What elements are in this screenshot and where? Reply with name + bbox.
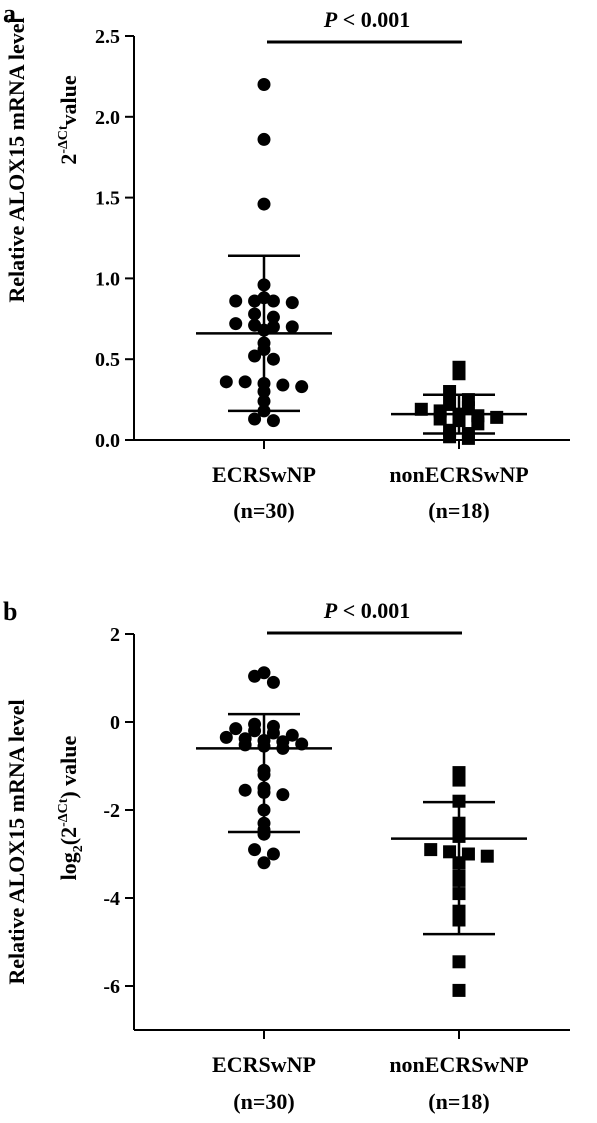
panel-a-significance-label: P < 0.001 [323, 7, 411, 32]
panel-a-group-1-point [248, 412, 262, 426]
panel-b-group-2-point [461, 847, 475, 861]
panel-b-group-1-point [219, 730, 233, 744]
panel-a-y-ticks: 0.0 0.5 1.0 1.5 2.0 2.5 [95, 26, 134, 452]
panel-a-group-1-point [238, 375, 252, 389]
panel-b-ylabel-tail: ) value [56, 735, 81, 798]
panel-b-group-1-point [229, 722, 243, 736]
panel-b-y-tick-label: 0 [110, 712, 120, 734]
panel-a-group-1-point [266, 414, 280, 428]
panel-b: b Relative ALOX15 mRNA level log2(2-ΔCt)… [3, 597, 570, 1114]
panel-b-group-1-point [266, 847, 280, 861]
panel-a-group-2-point [443, 397, 457, 411]
panel-b-group-1-point [257, 666, 271, 680]
panel-a-y-tick-label: 1.5 [95, 188, 120, 210]
panel-b-group-2-point [424, 843, 438, 857]
panel-a-group-1-point [266, 352, 280, 366]
panel-b-label: b [3, 597, 17, 626]
panel-b-group-1-point [276, 788, 290, 802]
panel-a-group-1-point [248, 307, 262, 321]
panel-a-group-1-point [266, 320, 280, 334]
panel-b-group-1-point [238, 732, 252, 746]
panel-a-ylabel-tail: value [56, 75, 81, 125]
panel-b-group-1-point [266, 675, 280, 689]
panel-b-ylabel-sub: 2 [71, 845, 86, 852]
panel-b-y-ticks: -6 -4 -2 0 2 [103, 624, 134, 998]
panel-b-p-symbol: P [323, 598, 338, 623]
panel-b-ylabel-line2: log2(2-ΔCt) value [56, 735, 86, 880]
panel-b-ylabel-sup: -ΔCt [56, 798, 71, 827]
panel-b-group-2-point [480, 849, 494, 863]
panel-b-group-2-point [452, 766, 466, 780]
panel-a-y-tick-label: 2.0 [95, 107, 120, 129]
panel-a-group-1-point [248, 318, 262, 332]
panel-a-group-2-point [414, 402, 428, 416]
panel-a-group-2-point [490, 410, 504, 424]
panel-a-group-1-point [229, 294, 243, 308]
panel-b-group-2-point [452, 955, 466, 969]
panel-a-group-1-point [257, 197, 271, 211]
panel-a-group-1-point [295, 380, 309, 394]
panel-a-ylabel-line2: 2-ΔCtvalue [56, 75, 81, 165]
panel-b-y-tick-label: -2 [103, 800, 120, 822]
panel-b-group-2-n: (n=18) [428, 1089, 489, 1114]
panel-a-data-marks [196, 77, 527, 445]
panel-b-y-tick-label: -4 [103, 888, 120, 910]
panel-a-group-2-point [452, 360, 466, 374]
panel-a-y-tick-label: 0.5 [95, 349, 120, 371]
panel-b-p-value: < 0.001 [337, 598, 410, 623]
panel-b-data-marks [196, 666, 527, 997]
panel-a-ylabel-base: 2 [56, 154, 81, 165]
panel-b-ylabel-base: log [56, 852, 81, 880]
panel-a-group-1-point [257, 132, 271, 146]
panel-b-group-1-point [285, 728, 299, 742]
panel-b-group-2-point [443, 845, 457, 859]
panel-a-group-2-point [443, 385, 457, 399]
panel-a-ylabel-line1: Relative ALOX15 mRNA level [4, 17, 29, 302]
panel-a-group-1-n: (n=30) [233, 498, 294, 523]
panel-a-group-1-point [229, 317, 243, 331]
panel-b-group-2-point [452, 983, 466, 997]
panel-a-y-tick-label: 2.5 [95, 26, 120, 48]
panel-a-p-value: < 0.001 [337, 7, 410, 32]
panel-a-group-1-point [285, 296, 299, 310]
panel-a-group-1-name: ECRSwNP [212, 462, 316, 487]
panel-b-ylabel-line1: Relative ALOX15 mRNA level [4, 699, 29, 984]
panel-b-group-1-point [257, 856, 271, 870]
panel-a-y-tick-label: 0.0 [95, 430, 120, 452]
panel-a-ylabel-sup: -ΔCt [56, 125, 71, 154]
panel-a-group-2-name: nonECRSwNP [389, 462, 528, 487]
panel-b-group-1-point [276, 735, 290, 749]
panel-a-group-2-point [461, 393, 475, 407]
panel-a-y-tick-label: 1.0 [95, 268, 120, 290]
panel-b-group-1-n: (n=30) [233, 1089, 294, 1114]
panel-b-group-1-point [248, 843, 262, 857]
panel-a-group-1-point [248, 349, 262, 363]
panel-a-group-1-point [257, 77, 271, 91]
panel-a-p-symbol: P [323, 7, 338, 32]
panel-a-group-1-point [266, 310, 280, 324]
panel-b-group-1-name: ECRSwNP [212, 1052, 316, 1077]
panel-b-group-1-point [266, 719, 280, 733]
panel-a: a Relative ALOX15 mRNA level 2-ΔCtvalue … [3, 0, 570, 523]
panel-a-group-1-point [219, 375, 233, 389]
panel-b-ylabel-mid: (2 [56, 827, 81, 845]
panel-a-label: a [3, 0, 16, 28]
panel-b-group-2-name: nonECRSwNP [389, 1052, 528, 1077]
panel-b-significance-label: P < 0.001 [323, 598, 411, 623]
panel-a-group-1-point [276, 378, 290, 392]
panel-b-group-1-point [248, 717, 262, 731]
panel-b-group-1-point [238, 783, 252, 797]
panel-b-y-tick-label: 2 [110, 624, 120, 646]
panel-a-group-1-point [285, 320, 299, 334]
panel-b-y-tick-label: -6 [103, 976, 120, 998]
panel-a-group-2-n: (n=18) [428, 498, 489, 523]
